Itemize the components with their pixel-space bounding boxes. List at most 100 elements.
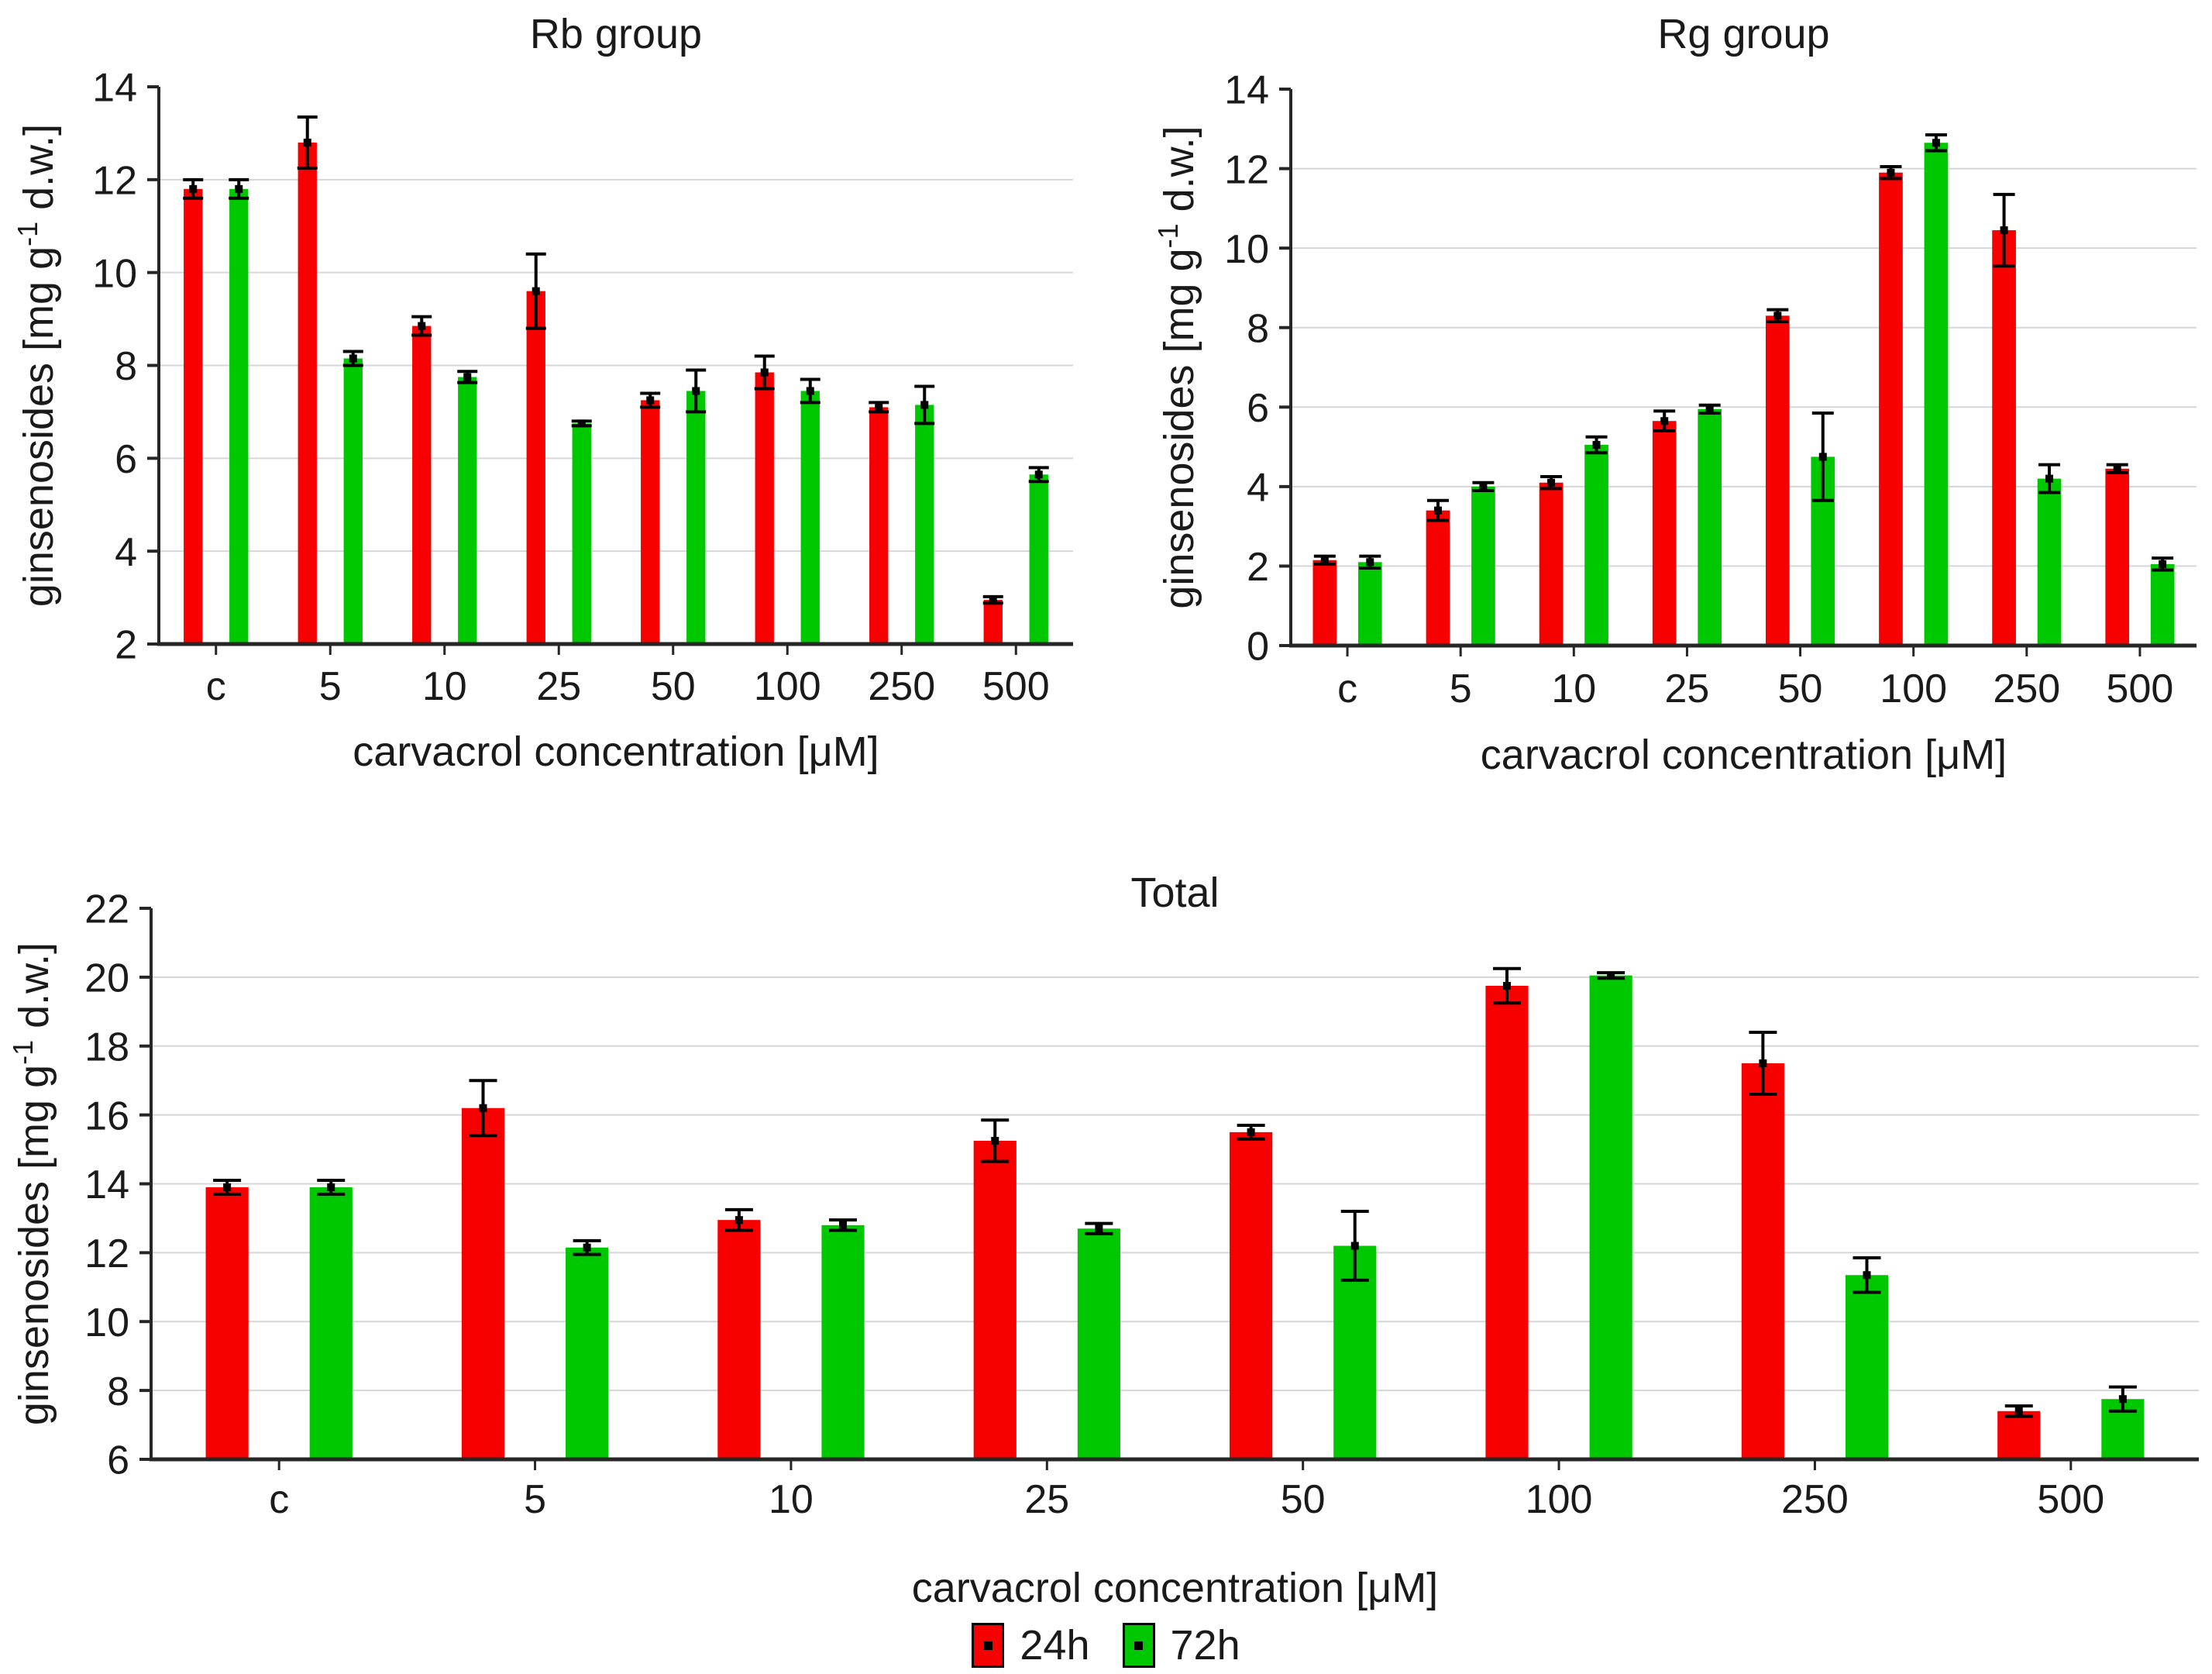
bar-24h-c [205, 1187, 249, 1459]
bar-72h-c [309, 1187, 353, 1459]
bar-72h-250 [915, 405, 934, 644]
x-tick-label: 50 [1778, 666, 1823, 711]
bar-72h-100 [800, 391, 820, 644]
y-tick-label: 10 [84, 1300, 129, 1345]
x-tick-label: 5 [1450, 666, 1472, 711]
x-tick-label: 25 [536, 664, 581, 709]
y-tick-label: 4 [115, 530, 137, 575]
x-tick-label: 25 [1024, 1477, 1069, 1522]
bar-24h-5 [461, 1107, 505, 1459]
mean-marker [875, 403, 883, 412]
y-tick-label: 8 [115, 344, 137, 389]
mean-marker [1366, 558, 1374, 567]
x-axis-label: carvacrol concentration [μM] [353, 728, 879, 775]
mean-marker [760, 368, 769, 377]
x-axis-label: carvacrol concentration [μM] [1481, 732, 2007, 778]
y-tick-label: 14 [84, 1162, 129, 1207]
y-tick-label: 8 [1247, 306, 1269, 351]
x-tick-label: 100 [754, 664, 821, 709]
bar-24h-50 [641, 400, 660, 644]
y-tick-label: 18 [84, 1025, 129, 1070]
mean-marker [2159, 560, 2167, 568]
bar-72h-5 [566, 1247, 609, 1459]
bar-72h-25 [572, 423, 591, 644]
mean-marker [1607, 971, 1615, 980]
mean-marker [577, 419, 586, 428]
bar-24h-100 [1879, 172, 1903, 646]
mean-marker [2045, 474, 2054, 483]
bar-24h-25 [973, 1140, 1017, 1459]
total-chart: 6 8 10 12 14 16 18 20 22 c 5 10 25 50 100 250 500 Total ca… [7, 870, 2199, 1611]
mean-marker [349, 354, 357, 363]
mean-marker [327, 1183, 335, 1191]
mean-marker-icon [983, 1641, 992, 1650]
bar-72h-250 [2037, 478, 2062, 646]
mean-marker [1034, 470, 1043, 479]
mean-marker [531, 287, 540, 295]
mean-marker [479, 1104, 487, 1112]
mean-marker [734, 1216, 743, 1224]
bar-24h-5 [298, 142, 317, 644]
bar-72h-10 [458, 377, 477, 644]
mean-marker [989, 596, 997, 604]
mean-marker [920, 401, 929, 409]
bar-24h-25 [526, 291, 545, 644]
bar-24h-250 [1741, 1063, 1784, 1459]
mean-marker [839, 1221, 848, 1229]
mean-marker [1433, 506, 1442, 515]
y-axis-label: ginsenosides [mg g-1 d.w.] [12, 124, 62, 607]
legend-swatch-24h-icon [972, 1623, 1005, 1668]
x-tick-label: 10 [769, 1477, 814, 1522]
bar-72h-100 [1589, 975, 1632, 1459]
mean-marker [991, 1136, 999, 1145]
x-tick-label: 10 [422, 664, 467, 709]
x-tick-label: 5 [524, 1477, 546, 1522]
y-tick-label: 2 [115, 623, 137, 668]
x-tick-label: 50 [651, 664, 696, 709]
bar-72h-500 [1029, 474, 1048, 644]
bar-24h-500 [983, 600, 1003, 644]
mean-marker [1863, 1271, 1871, 1280]
mean-marker [646, 396, 655, 405]
bar-24h-100 [755, 372, 774, 644]
x-tick-label: 500 [2107, 666, 2174, 711]
x-tick-label: 100 [1880, 666, 1947, 711]
y-tick-label: 20 [84, 956, 129, 1001]
mean-marker [1547, 478, 1556, 487]
legend: 24h 72h [0, 1617, 2212, 1674]
y-axis-label: ginsenosides [mg g-1 d.w.] [7, 942, 57, 1425]
bar-72h-250 [1845, 1275, 1889, 1459]
y-tick-label: 16 [84, 1094, 129, 1138]
x-tick-label: 250 [1781, 1477, 1849, 1522]
chart-title: Rb group [530, 11, 702, 57]
x-tick-label: 500 [982, 664, 1050, 709]
mean-marker [1592, 441, 1601, 450]
x-tick-label: 100 [1526, 1477, 1593, 1522]
mean-marker [692, 387, 700, 395]
x-tick-label: 250 [1993, 666, 2060, 711]
y-tick-label: 14 [1224, 68, 1269, 113]
mean-marker [1932, 139, 1940, 147]
legend-label-72h: 72h [1170, 1622, 1240, 1669]
mean-marker [189, 184, 198, 193]
x-tick-label: 5 [319, 664, 342, 709]
mean-marker [418, 322, 426, 330]
mean-marker [1887, 168, 1895, 177]
bar-24h-25 [1652, 421, 1677, 646]
mean-marker [1502, 981, 1511, 990]
bar-72h-100 [1924, 143, 1949, 646]
bar-24h-10 [1539, 482, 1564, 646]
y-tick-label: 14 [92, 66, 137, 111]
x-tick-label: c [1337, 666, 1357, 711]
mean-marker [806, 387, 814, 395]
bar-72h-10 [1584, 445, 1608, 646]
mean-marker [1095, 1224, 1103, 1233]
bar-72h-50 [686, 391, 706, 644]
bar-72h-25 [1077, 1228, 1120, 1459]
bar-24h-50 [1230, 1132, 1273, 1459]
bar-24h-5 [1426, 510, 1450, 646]
bar-72h-c [1357, 562, 1382, 646]
mean-marker [1773, 312, 1782, 320]
legend-item-72h: 72h [1122, 1622, 1240, 1669]
bar-24h-10 [412, 326, 432, 644]
